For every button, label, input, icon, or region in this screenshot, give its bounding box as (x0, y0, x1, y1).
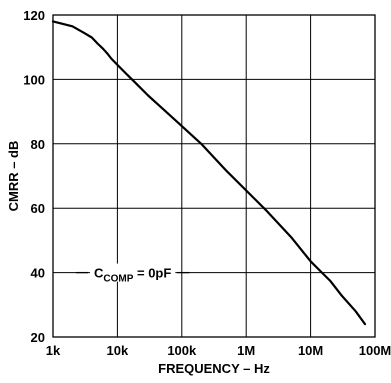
x-tick-label: 1k (46, 343, 61, 358)
x-tick-labels: 1k 10k 100k 1M 10M 100M (46, 343, 391, 358)
x-axis-label: FREQUENCY – Hz (158, 361, 270, 376)
grid-lines (52, 14, 376, 338)
annotation-background (90, 263, 176, 282)
annotation-base: C (94, 266, 104, 281)
x-tick-label: 10M (298, 343, 323, 358)
x-tick-label: 100M (359, 343, 391, 358)
x-tick-label: 100k (167, 343, 197, 358)
y-tick-label: 60 (31, 201, 45, 216)
annotation-rest: = 0pF (133, 266, 171, 281)
plot-frame (52, 14, 376, 338)
annotation-label: CCOMP = 0pF (94, 266, 171, 285)
x-tick-label: 10k (107, 343, 129, 358)
y-tick-label: 100 (23, 72, 45, 87)
y-tick-label: 40 (31, 266, 45, 281)
annotation-subscript: COMP (103, 274, 133, 285)
y-tick-labels: 20 40 60 80 100 120 (23, 8, 45, 345)
y-tick-label: 120 (23, 8, 45, 23)
y-axis-label: CMRR – dB (6, 141, 21, 212)
series-line (51, 20, 367, 326)
y-tick-label: 20 (31, 330, 45, 345)
y-tick-label: 80 (31, 137, 45, 152)
x-tick-label: 1M (237, 343, 255, 358)
